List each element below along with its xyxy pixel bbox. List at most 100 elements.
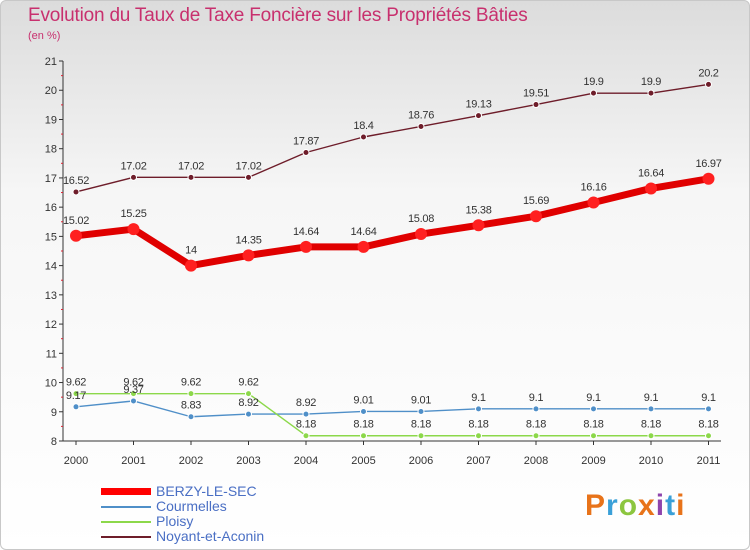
- x-tick-label: 2005: [351, 455, 375, 467]
- data-point-berzy: [587, 196, 600, 209]
- data-label-noyant: 17.02: [235, 160, 261, 172]
- chart-subtitle: (en %): [28, 30, 61, 42]
- data-point-noyant: [302, 148, 310, 156]
- legend-swatch-berzy: [101, 488, 151, 495]
- y-tick-label: 15: [45, 231, 57, 243]
- data-label-ploisy: 8.18: [411, 419, 431, 431]
- data-label-ploisy: 9.62: [181, 377, 201, 389]
- y-tick-label: 11: [46, 348, 57, 360]
- legend-label-noyant: Noyant-et-Aconin: [156, 528, 265, 544]
- data-label-courmelles: 9.1: [701, 392, 716, 404]
- x-tick-label: 2006: [409, 455, 433, 467]
- proxiti-logo: Proxiti: [585, 489, 685, 523]
- data-point-courmelles: [475, 405, 482, 413]
- x-tick-label: 2001: [121, 455, 145, 467]
- data-label-noyant: 20.2: [698, 67, 718, 79]
- data-point-ploisy: [187, 390, 195, 398]
- x-tick-label: 2004: [294, 455, 318, 467]
- data-point-noyant: [705, 80, 712, 88]
- data-point-courmelles: [130, 397, 137, 405]
- data-label-courmelles: 9.37: [123, 384, 143, 396]
- logo-letter: i: [676, 489, 686, 522]
- data-point-noyant: [187, 173, 195, 181]
- data-label-berzy: 16.64: [638, 167, 664, 179]
- data-point-berzy: [415, 228, 427, 241]
- data-point-noyant: [532, 101, 540, 109]
- data-label-berzy: 15.38: [465, 204, 491, 216]
- data-point-courmelles: [417, 407, 425, 415]
- data-point-courmelles: [590, 405, 597, 413]
- data-point-berzy: [645, 182, 657, 195]
- data-point-noyant: [475, 112, 482, 120]
- legend-label-ploisy: Ploisy: [156, 513, 194, 529]
- data-label-ploisy: 9.62: [238, 377, 258, 389]
- data-label-noyant: 19.9: [641, 76, 661, 88]
- x-tick-label: 2007: [466, 455, 490, 467]
- legend-swatch-ploisy: [101, 521, 151, 523]
- data-label-ploisy: 8.18: [526, 419, 546, 431]
- data-point-berzy: [185, 259, 197, 272]
- logo-letter: r: [606, 489, 619, 522]
- data-label-noyant: 16.52: [63, 175, 89, 187]
- logo-letter: o: [618, 489, 639, 522]
- data-point-ploisy: [590, 432, 597, 440]
- data-point-berzy: [242, 249, 255, 262]
- data-label-ploisy: 8.18: [353, 419, 373, 431]
- data-label-courmelles: 8.92: [238, 397, 258, 409]
- data-point-berzy: [702, 172, 715, 185]
- series-line-courmelles: [75, 400, 709, 418]
- data-label-noyant: 18.4: [353, 120, 373, 132]
- data-point-courmelles: [187, 413, 195, 421]
- data-label-courmelles: 9.1: [644, 392, 659, 404]
- x-tick-label: 2008: [524, 455, 548, 467]
- data-point-noyant: [647, 89, 655, 97]
- data-point-berzy: [127, 223, 140, 236]
- data-label-noyant: 17.02: [178, 160, 204, 172]
- data-label-berzy: 15.25: [120, 208, 146, 220]
- data-point-courmelles: [245, 410, 252, 418]
- data-label-berzy: 14.64: [350, 226, 376, 238]
- data-label-berzy: 14.64: [293, 226, 319, 238]
- data-point-ploisy: [245, 390, 252, 398]
- y-tick-label: 17: [45, 173, 57, 185]
- data-point-courmelles: [647, 405, 655, 413]
- series-noyant: [72, 80, 712, 196]
- y-tick-label: 10: [45, 378, 57, 390]
- data-point-noyant: [130, 173, 137, 181]
- data-point-courmelles: [360, 407, 367, 415]
- data-label-noyant: 19.51: [523, 88, 549, 100]
- data-point-berzy: [70, 229, 82, 242]
- x-tick-label: 2002: [179, 455, 203, 467]
- logo-letter: t: [665, 489, 677, 522]
- data-point-ploisy: [647, 432, 655, 440]
- chart-title: Evolution du Taux de Taxe Foncière sur l…: [28, 5, 528, 26]
- data-point-berzy: [530, 210, 542, 223]
- x-tick-label: 2009: [581, 455, 605, 467]
- data-label-courmelles: 9.1: [471, 392, 486, 404]
- data-point-ploisy: [72, 390, 80, 398]
- data-label-berzy: 16.97: [695, 158, 721, 170]
- data-point-berzy: [357, 240, 370, 253]
- data-label-ploisy: 8.18: [468, 419, 488, 431]
- data-label-berzy: 14: [185, 245, 197, 257]
- series-courmelles: [72, 397, 712, 421]
- data-point-courmelles: [532, 405, 540, 413]
- legend-label-courmelles: Courmelles: [156, 498, 227, 514]
- data-label-berzy: 15.02: [63, 215, 89, 227]
- data-label-ploisy: 9.62: [123, 377, 143, 389]
- data-label-courmelles: 9.01: [411, 394, 431, 406]
- data-label-noyant: 19.9: [583, 76, 603, 88]
- y-tick-label: 21: [45, 56, 57, 68]
- series-layer: [70, 80, 715, 440]
- y-tick-label: 9: [51, 407, 57, 419]
- data-label-courmelles: 9.1: [529, 392, 544, 404]
- data-point-ploisy: [705, 432, 712, 440]
- data-label-courmelles: 8.83: [181, 400, 201, 412]
- data-label-noyant: 17.87: [293, 135, 319, 147]
- data-label-noyant: 19.13: [465, 99, 491, 111]
- axes: 8 9 10 11 12 13 14 15 16 17 18 19 20 21 2000 2001 2002 20…: [45, 56, 721, 467]
- x-tick-label: 2000: [64, 455, 88, 467]
- data-label-noyant: 18.76: [408, 109, 434, 121]
- legend-swatch-noyant: [101, 536, 151, 538]
